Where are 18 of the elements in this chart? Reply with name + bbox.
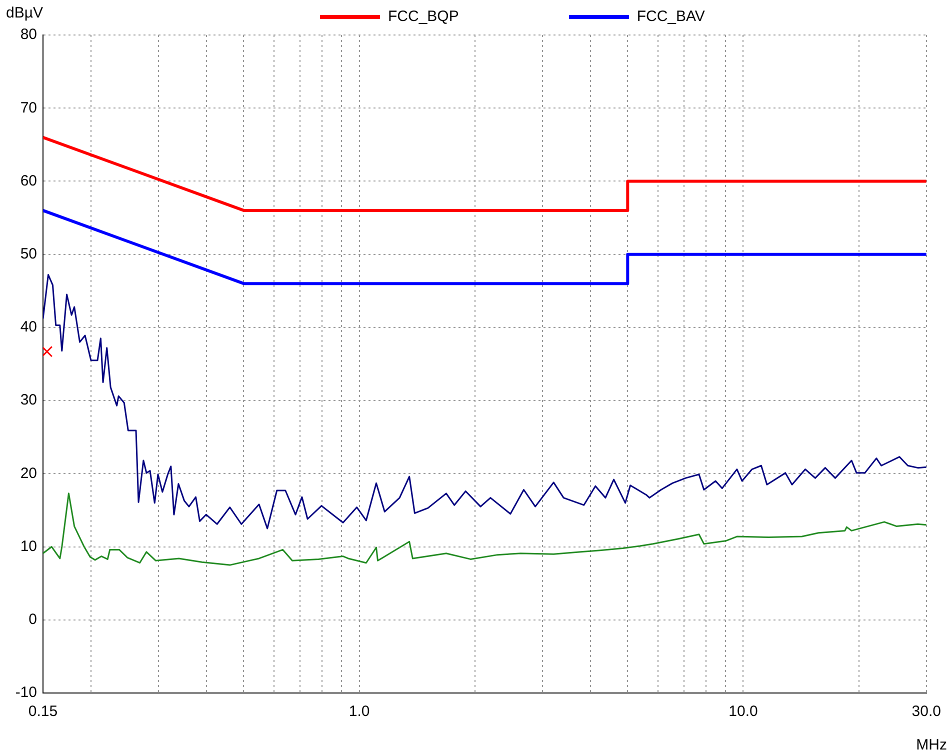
y-tick-label: -10 bbox=[15, 684, 37, 702]
y-tick-label: 70 bbox=[20, 99, 37, 116]
x-tick-label: 10.0 bbox=[728, 703, 758, 720]
y-tick-label: 30 bbox=[20, 392, 37, 409]
y-tick-label: 60 bbox=[20, 172, 37, 190]
y-tick-label: 10 bbox=[20, 538, 37, 555]
x-tick-label: 1.0 bbox=[348, 703, 370, 720]
y-tick-label: 50 bbox=[20, 245, 37, 262]
x-tick-label: 30.0 bbox=[912, 703, 942, 720]
y-axis-title: dBµV bbox=[6, 4, 43, 22]
y-tick-label: 80 bbox=[20, 26, 37, 44]
legend-label: FCC_BAV bbox=[636, 8, 705, 25]
legend-label: FCC_BQP bbox=[388, 8, 459, 25]
x-axis-title: MHz bbox=[916, 736, 947, 754]
y-tick-label: 0 bbox=[28, 611, 37, 628]
y-tick-label: 20 bbox=[20, 464, 37, 482]
x-tick-label: 0.15 bbox=[28, 703, 58, 720]
y-tick-label: 40 bbox=[20, 318, 37, 336]
